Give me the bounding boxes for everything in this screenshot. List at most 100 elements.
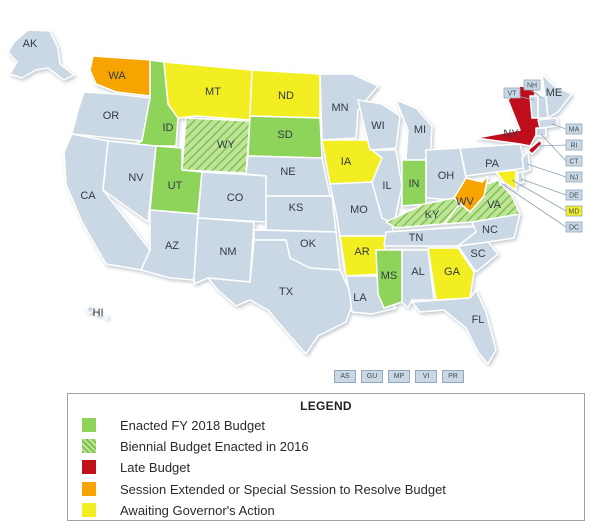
state-box-nj[interactable] [565, 171, 583, 183]
state-label-tn: TN [409, 232, 424, 244]
legend-swatch-awaiting [82, 503, 96, 517]
state-label-ia: IA [341, 156, 352, 168]
legend-item-biennial: Biennial Budget Enacted in 2016 [82, 437, 309, 455]
state-box-ct[interactable] [565, 155, 583, 167]
state-label-il: IL [382, 180, 391, 192]
state-label-ut: UT [168, 180, 183, 192]
state-nv[interactable] [102, 140, 157, 223]
leader-line-md [511, 179, 567, 212]
state-ms[interactable] [375, 249, 403, 309]
us-map-svg: AK HI WA OR CA ID NV MT WY UT AZ CO NM ND SD NE KS OK TX MN… [7, 29, 583, 365]
state-label-dc: DC [569, 224, 579, 231]
state-nh[interactable] [537, 95, 549, 119]
state-box-dc[interactable] [565, 221, 583, 233]
state-label-nd: ND [278, 90, 294, 102]
us-budget-map: AK HI WA OR CA ID NV MT WY UT AZ CO NM ND SD NE KS OK TX MN… [7, 29, 583, 365]
state-label-de: DE [569, 192, 579, 199]
state-nj[interactable] [521, 151, 531, 173]
state-label-ar: AR [354, 246, 369, 258]
state-label-ky: KY [425, 209, 440, 221]
legend-item-enacted: Enacted FY 2018 Budget [82, 416, 265, 434]
state-label-al: AL [411, 266, 424, 278]
state-label-sd: SD [277, 129, 292, 141]
legend-swatch-late [82, 460, 96, 474]
state-box-de[interactable] [565, 189, 583, 201]
state-label-oh: OH [438, 170, 455, 182]
leader-line-ma [551, 123, 567, 130]
state-label-co: CO [227, 192, 244, 204]
state-label-ga: GA [444, 266, 461, 278]
state-label-md: MD [569, 208, 580, 215]
state-label-wy: WY [217, 139, 235, 151]
territory-box-pr[interactable]: PR [442, 370, 464, 383]
state-label-ct: CT [569, 158, 579, 165]
state-ct[interactable] [535, 127, 547, 137]
state-box-vt[interactable] [503, 87, 521, 99]
legend-item-awaiting: Awaiting Governor's Action [82, 501, 275, 519]
state-label-nc: NC [482, 224, 498, 236]
state-label-tx: TX [279, 286, 294, 298]
legend-label: Session Extended or Special Session to R… [120, 481, 446, 497]
leader-line-nj [526, 163, 567, 178]
state-label-wv: WV [456, 196, 474, 208]
state-ri[interactable] [527, 139, 543, 155]
leader-line-ct [540, 133, 567, 162]
leader-line-dc [501, 183, 567, 228]
legend-swatch-enacted [82, 418, 96, 432]
legend-label: Late Budget [120, 459, 191, 475]
territory-boxes: AS GU MP VI PR [334, 370, 464, 383]
state-tx[interactable] [207, 239, 355, 355]
state-label-mn: MN [331, 102, 348, 114]
state-box-ma[interactable] [565, 123, 583, 135]
legend: LEGEND Enacted FY 2018 Budget Biennial Bu… [67, 393, 585, 521]
legend-item-late: Late Budget [82, 458, 190, 476]
state-ga[interactable] [427, 247, 475, 301]
state-hi[interactable] [85, 305, 109, 320]
state-ak[interactable] [7, 29, 75, 81]
legend-swatch-extended [82, 482, 96, 496]
state-label-ne: NE [280, 166, 295, 178]
leader-line-de [520, 178, 567, 196]
territory-box-as[interactable]: AS [334, 370, 356, 383]
state-box-ri[interactable] [565, 139, 583, 151]
legend-item-extended: Session Extended or Special Session to R… [82, 480, 446, 498]
state-label-mi: MI [414, 124, 426, 136]
state-fl[interactable] [411, 289, 497, 365]
state-de[interactable] [517, 171, 525, 185]
state-label-me: ME [546, 87, 563, 99]
state-label-ca: CA [80, 190, 96, 202]
state-label-sc: SC [470, 248, 485, 260]
legend-swatch-biennial [82, 439, 96, 453]
state-label-nh: NH [527, 82, 537, 89]
state-label-mt: MT [205, 86, 221, 98]
legend-label: Awaiting Governor's Action [120, 502, 275, 518]
state-label-ms: MS [381, 270, 398, 282]
state-label-or: OR [103, 110, 120, 122]
territory-box-gu[interactable]: GU [361, 370, 383, 383]
state-label-wa: WA [108, 70, 126, 82]
territory-box-mp[interactable]: MP [388, 370, 410, 383]
state-wv[interactable] [453, 175, 489, 213]
legend-title: LEGEND [300, 399, 352, 413]
state-ma[interactable] [537, 117, 559, 129]
state-box-md[interactable] [565, 205, 583, 217]
state-wi[interactable] [357, 99, 401, 151]
state-label-mo: MO [350, 204, 368, 216]
state-label-ny: NY [503, 128, 519, 140]
state-label-nm: NM [219, 246, 236, 258]
state-label-nj: NJ [570, 174, 579, 181]
territory-box-vi[interactable]: VI [415, 370, 437, 383]
state-label-va: VA [487, 199, 502, 211]
state-label-ok: OK [300, 238, 317, 250]
state-label-ma: MA [569, 126, 580, 133]
state-wy[interactable] [181, 117, 251, 174]
legend-label: Biennial Budget Enacted in 2016 [120, 438, 309, 454]
state-md[interactable] [495, 169, 517, 191]
state-label-nv: NV [128, 172, 144, 184]
state-label-ks: KS [289, 202, 304, 214]
state-box-nh[interactable] [523, 79, 541, 91]
state-label-la: LA [353, 292, 367, 304]
state-label-pa: PA [485, 158, 500, 170]
state-label-hi: HI [93, 307, 104, 319]
state-label-ri: RI [571, 142, 578, 149]
